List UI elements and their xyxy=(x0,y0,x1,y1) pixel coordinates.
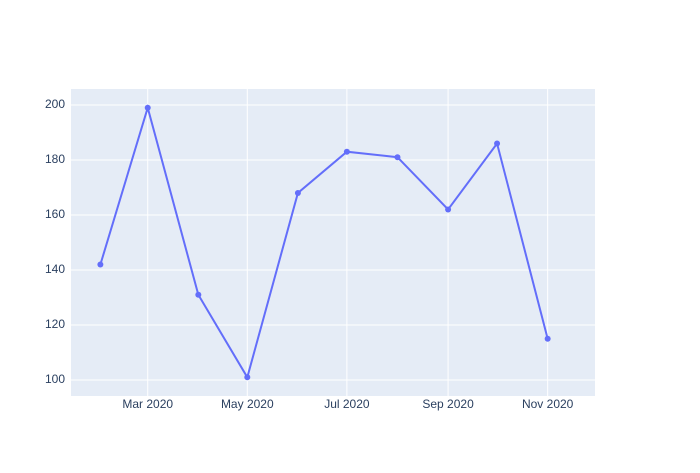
marker xyxy=(394,154,401,161)
marker xyxy=(343,148,350,155)
x-tick-label: Sep 2020 xyxy=(422,397,474,411)
line xyxy=(99,104,549,380)
y-tick-label: 120 xyxy=(45,317,65,331)
y-tick-label: 180 xyxy=(45,152,65,166)
y-tick-label: 100 xyxy=(45,372,65,386)
y-tick-label: 140 xyxy=(45,262,65,276)
y-tick-label: 160 xyxy=(45,207,65,221)
x-tick-label: Jul 2020 xyxy=(324,397,370,411)
x-tick-label: Nov 2020 xyxy=(522,397,574,411)
marker xyxy=(494,140,501,147)
marker xyxy=(97,261,104,268)
plot-area xyxy=(71,89,595,396)
marker xyxy=(144,104,151,111)
marker xyxy=(195,291,202,298)
marker xyxy=(294,189,301,196)
y-tick-label: 200 xyxy=(45,97,65,111)
x-tick-label: May 2020 xyxy=(221,397,274,411)
marker xyxy=(544,335,551,342)
marker xyxy=(445,206,452,213)
x-tick-label: Mar 2020 xyxy=(122,397,173,411)
marker xyxy=(244,374,251,381)
